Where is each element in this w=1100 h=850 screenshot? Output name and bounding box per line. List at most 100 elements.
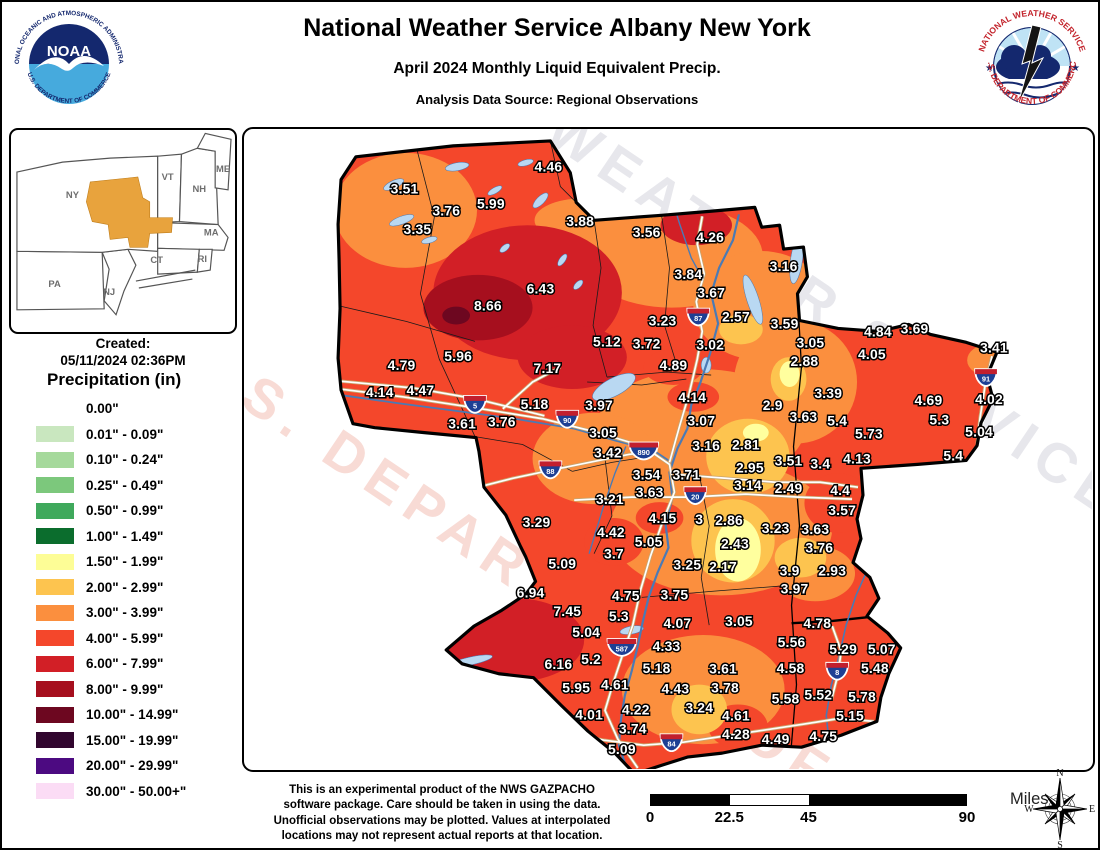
legend-row: 0.25" - 0.49": [12, 473, 237, 499]
precip-value: 3.61: [709, 661, 737, 677]
precip-value: 4.42: [597, 524, 625, 540]
precip-value: 4.47: [407, 382, 435, 398]
svg-text:8: 8: [835, 668, 839, 677]
created-value: 05/11/2024 02:36PM: [60, 352, 186, 368]
county-boundaries: [338, 140, 789, 626]
precip-analysis-map: WEATHER SERVICEU.S. DEPARTMENT OF COMMER…: [242, 127, 1095, 772]
precip-value: 6.16: [544, 656, 572, 672]
state-ri: [196, 248, 213, 273]
legend-swatch: [36, 451, 74, 468]
precip-value: 3.51: [391, 180, 419, 196]
svg-text:88: 88: [546, 467, 554, 476]
compass-e: E: [1089, 804, 1095, 815]
precip-value: 4.75: [612, 587, 640, 603]
legend-title: Precipitation (in): [47, 370, 182, 389]
precip-value: 4.75: [809, 728, 837, 744]
precip-value: 5.4: [827, 413, 847, 429]
legend-swatch: [36, 732, 74, 749]
precip-zone-8to10in: [423, 274, 533, 341]
precip-value: 3.56: [633, 224, 661, 240]
legend-label: 0.50" - 0.99": [86, 503, 164, 519]
svg-text:587: 587: [616, 644, 628, 653]
lakes: [383, 158, 804, 668]
precip-value: 8.66: [474, 298, 502, 314]
disclaimer-line: This is an experimental product of the N…: [289, 784, 595, 796]
precip-value: 3.05: [725, 613, 753, 629]
precip-value: 4.15: [649, 510, 677, 526]
legend-swatch: [36, 477, 74, 494]
state-ma: [157, 221, 229, 251]
legend-swatch: [36, 655, 74, 672]
svg-text:90: 90: [563, 416, 571, 425]
precip-value: 3.02: [696, 336, 724, 352]
legend-label: 3.00" - 3.99": [86, 605, 164, 621]
precip-zone-10to15in: [442, 306, 471, 325]
scale-tick: 90: [958, 809, 976, 826]
legend-row: 20.00" - 29.99": [12, 753, 237, 779]
interstate-shield-87: 87: [686, 307, 711, 327]
noaa-logo-icon: NOAA NATIONAL OCEANIC AND ATMOSPHERIC AD…: [10, 7, 124, 105]
svg-text:890: 890: [637, 448, 649, 457]
nws-star-left: ★: [985, 63, 994, 74]
precip-value: 5.48: [861, 660, 889, 676]
svg-text:5: 5: [473, 401, 477, 410]
svg-text:84: 84: [667, 740, 676, 749]
precip-value: 5.29: [829, 641, 857, 657]
legend-label: 4.00" - 5.99": [86, 630, 164, 646]
highways: [338, 216, 994, 769]
precip-value: 2.57: [722, 308, 750, 324]
long-island-line: [135, 269, 196, 282]
legend-row: 30.00" - 50.00+": [12, 779, 237, 805]
precip-value: 3.54: [633, 466, 661, 482]
nws-logo-icon: ★ ★ NATIONAL WEATHER SERVICE U.S. DEPART…: [968, 5, 1088, 106]
legend-swatch: [36, 426, 74, 443]
precip-value: 3.71: [672, 466, 700, 482]
precip-value: 3.23: [649, 312, 677, 328]
precip-value: 2.49: [775, 480, 803, 496]
precip-value: 3.14: [734, 477, 762, 493]
precip-value: 6.94: [517, 584, 545, 600]
precip-value: 4.49: [762, 731, 790, 747]
compass-n: N: [1056, 768, 1063, 779]
interstate-shield-90: 90: [555, 409, 580, 429]
precip-value: 3.16: [770, 258, 798, 274]
precip-value: 3.07: [687, 413, 715, 429]
precip-value: 2.81: [732, 436, 760, 452]
precip-value: 4.89: [660, 357, 688, 373]
precip-value: 5.15: [836, 707, 864, 723]
interstate-shield-8: 8: [825, 661, 849, 681]
precip-value: 3.21: [596, 491, 624, 507]
legend-row: 10.00" - 14.99": [12, 702, 237, 728]
precip-value: 3.74: [619, 720, 647, 736]
precip-value: 5.3: [609, 608, 629, 624]
disclaimer-line: locations may not represent actual repor…: [281, 830, 603, 843]
noaa-acronym: NOAA: [47, 43, 91, 60]
scale-bar-segments: [650, 794, 967, 806]
state-boundaries: [788, 293, 869, 768]
precip-value: 5.4: [943, 447, 963, 463]
precip-value: 5.52: [804, 687, 832, 703]
interstate-shield-88: 88: [538, 460, 563, 480]
precip-value: 4.14: [366, 384, 394, 400]
precip-value: 5.95: [562, 680, 590, 696]
precip-value: 3.63: [801, 521, 829, 537]
legend-row: 4.00" - 5.99": [12, 626, 237, 652]
legend-label: 8.00" - 9.99": [86, 681, 164, 697]
precip-value: 5.73: [855, 426, 883, 442]
precip-value: 4.14: [678, 389, 706, 405]
precip-value: 7.45: [553, 603, 581, 619]
precip-value: 5.3: [929, 412, 949, 428]
precip-value: 5.09: [548, 556, 576, 572]
legend-swatch: [36, 553, 74, 570]
interstate-shield-84: 84: [659, 733, 684, 753]
inset-state-label: ME: [216, 163, 230, 174]
page-subtitle: April 2024 Monthly Liquid Equivalent Pre…: [393, 60, 721, 77]
interstate-shield-587: 587: [606, 638, 638, 657]
legend-label: 15.00" - 19.99": [86, 732, 179, 748]
legend-row: 1.50" - 1.99": [12, 549, 237, 575]
legend-swatch: [36, 681, 74, 698]
precip-value: 3.76: [488, 414, 516, 430]
precip-value: 4.22: [622, 701, 650, 717]
